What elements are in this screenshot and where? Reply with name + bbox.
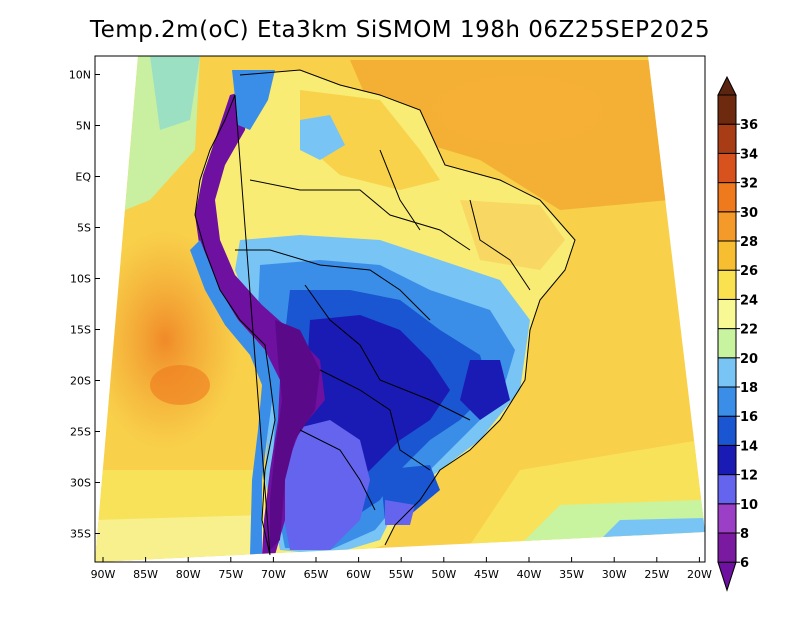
andes-core [270,320,320,550]
border-inner-5 [299,429,376,511]
colorbar-label: 28 [740,235,758,250]
y-tick-label: 10N [69,69,91,82]
colorbar-swatch [717,532,737,563]
colorbar-swatch [717,357,737,388]
amazon-warm [300,90,440,190]
x-tick-label: 85W [133,568,158,581]
temperature-field [95,56,705,562]
colorbar-swatch [717,211,737,242]
colorbar-swatch [717,298,737,330]
y-tick-label: EQ [75,171,91,184]
colorbar-label: 16 [740,410,758,425]
y-tick-label: 20S [70,375,91,388]
x-tick-label: 50W [431,568,456,581]
colorbar-label: 8 [740,527,749,542]
x-tick-label: 55W [389,568,414,581]
colorbar-label: 14 [740,439,758,454]
colorbar-over-arrow [717,75,737,96]
x-tick-label: 40W [517,568,542,581]
y-axis-ticks: 10N 5N EQ 5S 10S 15S 20S 25S 30S 35S [69,69,100,541]
pacific-north-cool [150,56,200,130]
y-tick-label: 25S [70,426,91,439]
colorbar-swatch [717,386,737,417]
x-axis-ticks: 90W 85W 80W 75W 70W 65W 60W 55W 50W 45W 40W 35W 30W 2… [91,557,712,581]
x-tick-label: 90W [91,568,116,581]
colorbar: 6 8 10 12 14 16 18 20 22 24 26 28 30 32 34 36 [717,75,758,592]
colorbar-swatch [717,503,737,534]
borders [194,69,576,556]
plot-frame [94,55,706,563]
colorbar-label: 22 [740,323,758,338]
colorbar-label: 20 [740,352,758,367]
y-tick-label: 5N [76,120,91,133]
colorbar-under-arrow [717,561,737,592]
colorbar-label: 34 [740,147,758,162]
border-inner-1 [249,179,471,251]
colorbar-label: 36 [740,118,758,133]
colorbar-swatch [717,240,737,271]
northern-andes-cool [232,70,275,130]
x-tick-label: 70W [261,568,286,581]
atlantic-south-coolest [600,518,705,540]
y-tick-label: 35S [70,528,91,541]
coastline [194,69,576,556]
atlantic-warm-patch [400,60,640,160]
x-tick-label: 75W [218,568,243,581]
x-tick-label: 80W [176,568,201,581]
border-inner-6 [379,149,531,291]
colorbar-swatch [717,94,737,125]
x-tick-label: 60W [346,568,371,581]
colorbar-label: 26 [740,264,758,279]
x-tick-label: 25W [644,568,669,581]
colorbar-swatch [717,474,737,505]
pacific-south-cool [95,515,265,562]
southern-purple-blue [280,420,370,550]
guiana-highland [300,115,345,160]
map-title: Temp.2m(oC) Eta3km SiSMOM 198h 06Z25SEP2… [89,17,711,43]
colorbar-label: 6 [740,556,749,571]
colorbar-swatch [717,152,737,184]
pacific-warm-patch-2 [150,365,210,405]
colorbar-swatch [717,328,737,359]
pacific-coastal-strip [190,240,275,555]
uruguay [385,500,415,525]
colorbar-swatch [717,444,737,476]
colorbar-label: 12 [740,469,758,484]
y-tick-label: 30S [70,477,91,490]
border-inner-3 [304,284,471,421]
northeast-warm [460,200,565,270]
y-tick-label: 15S [70,324,91,337]
colorbar-label: 24 [740,293,758,308]
colorbar-swatch [717,182,737,213]
border-inner-2 [235,249,431,321]
colorbar-label: 30 [740,206,758,221]
colorbar-label: 10 [740,498,758,513]
y-tick-label: 5S [77,222,91,235]
border-inner-4 [319,369,431,471]
x-tick-label: 65W [304,568,329,581]
x-tick-label: 35W [559,568,584,581]
southeast-coast-cool [460,360,510,420]
x-tick-label: 30W [602,568,627,581]
colorbar-label: 18 [740,381,758,396]
colorbar-swatch [717,269,737,300]
colorbar-swatch [717,123,737,154]
x-tick-label: 45W [474,568,499,581]
colorbar-swatch [717,415,737,446]
colorbar-label: 32 [740,177,758,192]
y-tick-label: 10S [70,273,91,286]
x-tick-label: 20W [687,568,712,581]
